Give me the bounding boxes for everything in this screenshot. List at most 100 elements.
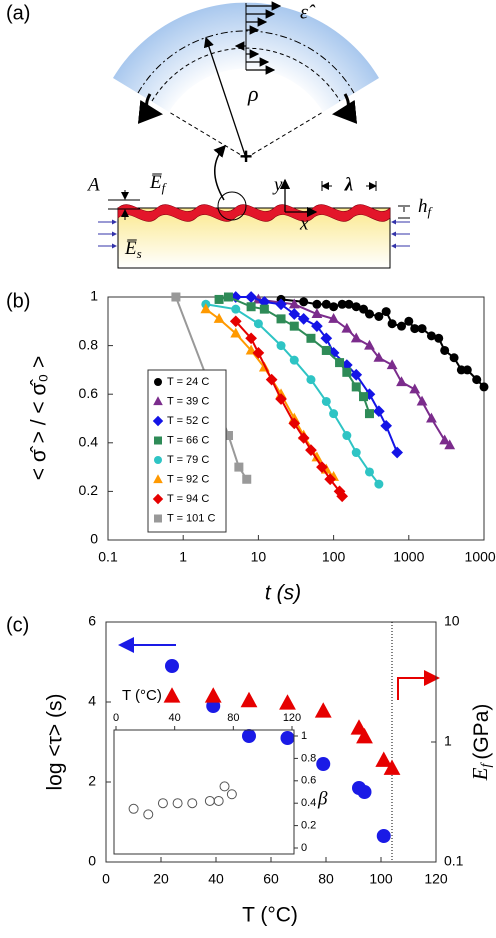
point — [223, 431, 233, 441]
y-tick-label: 0 — [90, 531, 98, 547]
point — [350, 368, 363, 381]
point — [375, 751, 393, 767]
point — [364, 467, 374, 477]
wavelength-label: λ — [344, 174, 353, 195]
legend-label: T = 66 C — [167, 434, 209, 446]
point — [324, 473, 337, 486]
point — [265, 373, 278, 386]
point — [434, 333, 444, 343]
point — [306, 333, 316, 343]
point — [172, 798, 183, 809]
legend-marker — [152, 493, 164, 505]
y-tick-label: 0.8 — [79, 336, 99, 352]
x-tick-label: 0 — [102, 871, 110, 887]
y-tick-label: 0 — [88, 853, 96, 869]
point — [213, 795, 224, 806]
point — [246, 302, 256, 312]
point — [288, 308, 301, 320]
subscript: f — [479, 762, 494, 768]
y-tick-label: 1 — [301, 730, 307, 742]
point — [252, 347, 265, 359]
point — [234, 462, 244, 472]
panel-label: (a) — [6, 2, 30, 24]
point — [359, 304, 369, 314]
point — [364, 409, 374, 419]
point — [449, 353, 459, 363]
point — [275, 298, 287, 311]
point — [200, 303, 212, 314]
point — [462, 365, 472, 375]
legend-marker — [154, 378, 162, 386]
point — [229, 315, 242, 328]
y-tick-label: 4 — [88, 693, 96, 709]
point — [351, 382, 361, 392]
panel-label: (b) — [6, 290, 30, 312]
x-tick-label: 1 — [179, 549, 187, 565]
inset-y-title: β — [317, 788, 328, 809]
point — [383, 759, 401, 775]
y-tick-label: 1 — [90, 288, 98, 304]
y-axis-title: log <τ> (s) — [44, 693, 67, 790]
point — [404, 316, 414, 326]
moment-arrow — [332, 93, 358, 124]
point — [374, 311, 384, 321]
point — [321, 299, 331, 309]
point — [391, 446, 404, 459]
point — [245, 332, 257, 345]
y2-tick-label: 0.1 — [444, 853, 464, 869]
wavy-film — [117, 204, 391, 222]
y-tick-label: 0.4 — [301, 797, 316, 809]
point — [219, 781, 230, 792]
y-tick-label: 0.6 — [79, 385, 99, 401]
point — [163, 687, 181, 703]
point — [299, 297, 309, 307]
y-tick-label: 6 — [88, 613, 96, 629]
point — [363, 388, 376, 401]
legend-marker — [154, 514, 162, 523]
legend-label: T = 94 C — [167, 493, 209, 505]
y-tick-label: 0.2 — [79, 482, 99, 498]
amplitude-label: A — [86, 174, 100, 195]
point — [342, 431, 352, 441]
y2-axis-title: Ef (GPa) — [468, 704, 494, 782]
y2-tick-label: 1 — [444, 733, 452, 749]
symbol: E̅ — [149, 172, 162, 193]
x-axis-title: T (°C) — [242, 904, 298, 927]
symbol: E — [468, 767, 492, 781]
x-label: x — [299, 213, 309, 234]
point — [321, 396, 331, 406]
point — [373, 405, 385, 418]
point — [223, 292, 233, 302]
legend-label: T = 92 C — [167, 473, 209, 485]
sector-edge — [168, 111, 247, 159]
legend-label: T = 39 C — [167, 395, 209, 407]
radius-label: ρ — [247, 81, 259, 106]
x-tick-label: 40 — [169, 712, 181, 724]
legend-marker — [152, 415, 164, 427]
point — [340, 359, 353, 371]
point — [275, 393, 287, 405]
point — [288, 417, 301, 430]
point — [240, 691, 258, 708]
legend-marker — [153, 474, 163, 484]
legend-label: T = 79 C — [167, 454, 209, 466]
point — [359, 392, 369, 402]
moment-arrow — [137, 93, 163, 124]
y-tick-label: 0.6 — [301, 775, 316, 787]
point — [280, 731, 295, 745]
legend-marker — [154, 456, 162, 464]
point — [289, 355, 299, 365]
legend-marker — [154, 436, 162, 445]
point — [364, 339, 375, 350]
plot-frame — [113, 729, 295, 855]
point — [341, 322, 353, 333]
point — [214, 294, 224, 304]
zoom-circle — [217, 191, 247, 221]
wavelength-marker — [321, 181, 377, 191]
substrate-modulus-label: E̅s — [124, 238, 142, 261]
point — [204, 795, 215, 806]
point — [305, 444, 317, 456]
point — [327, 347, 340, 359]
point — [259, 304, 269, 314]
